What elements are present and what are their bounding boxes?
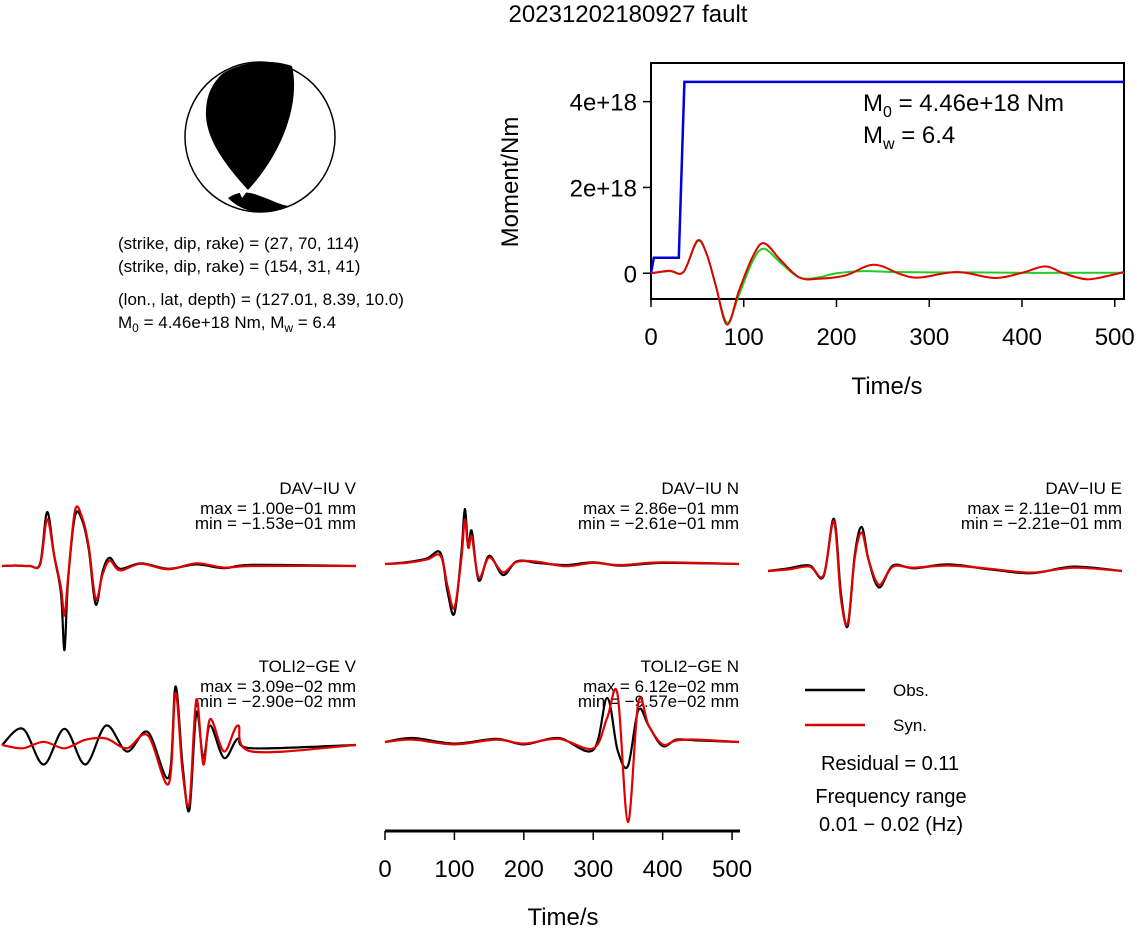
waveform-xtick-label: 200 <box>504 856 544 883</box>
synthetic-waveform <box>384 518 740 610</box>
waveform-time-axis: 0 100 200 300 400 500 Time/s <box>378 829 752 928</box>
waveform-min-label: min = −9.57e−02 mm <box>578 692 739 711</box>
station-label: TOLI2−GE V <box>259 657 357 676</box>
hypocenter-location: (lon., lat, depth) = (127.01, 8.39, 10.0… <box>118 290 404 309</box>
cumulative-moment-line <box>649 80 1124 274</box>
moment-rate-red-line <box>650 239 1125 326</box>
moment-ytick-label: 0 <box>624 261 637 288</box>
legend-syn-label: Syn. <box>893 716 927 735</box>
waveform-min-label: min = −1.53e−01 mm <box>195 514 356 533</box>
waveform-xtick-label: 400 <box>643 856 683 883</box>
moment-xtick-label: 400 <box>1002 324 1042 351</box>
station-label: DAV−IU N <box>661 479 739 498</box>
station-label: DAV−IU E <box>1045 479 1122 498</box>
synthetic-waveform <box>384 688 740 824</box>
moment-rate-chart: 0 100 200 300 400 500 0 2e+18 4e+18 Moment/Nm Ti… <box>497 62 1135 400</box>
waveform-xtick-label: 300 <box>573 856 613 883</box>
nodal-plane-1: (strike, dip, rake) = (27, 70, 114) <box>118 234 359 253</box>
moment-m0-annotation: M0 = 4.46e+18 Nm <box>863 90 1064 121</box>
moment-xlabel: Time/s <box>851 373 922 400</box>
legend-obs-label: Obs. <box>893 681 929 700</box>
waveform-max-label: max = 6.12e−02 mm <box>583 677 739 696</box>
moment-plot-frame <box>650 62 1125 300</box>
moment-xtick-label: 100 <box>724 324 764 351</box>
waveform-min-label: min = −2.90e−02 mm <box>195 692 356 711</box>
mechanism-parameters: (strike, dip, rake) = (27, 70, 114) (str… <box>118 234 404 335</box>
waveform-max-label: max = 1.00e−01 mm <box>200 499 356 518</box>
moment-xtick-label: 300 <box>909 324 949 351</box>
moment-ytick-label: 4e+18 <box>570 90 637 117</box>
synthetic-waveform <box>1 505 357 617</box>
moment-ylabel: Moment/Nm <box>497 117 524 248</box>
moment-xtick-label: 500 <box>1095 324 1135 351</box>
observed-waveform <box>767 517 1123 629</box>
waveform-xtick-label: 0 <box>378 856 391 883</box>
station-label: TOLI2−GE N <box>641 657 739 676</box>
waveform-xtick-label: 100 <box>434 856 474 883</box>
frequency-range-value: 0.01 − 0.02 (Hz) <box>819 814 963 836</box>
waveform-max-label: max = 2.86e−01 mm <box>583 499 739 518</box>
figure-title: 20231202180927 fault <box>509 1 748 28</box>
moment-mw-annotation: Mw = 6.4 <box>863 122 955 153</box>
frequency-range-label: Frequency range <box>815 786 966 808</box>
moment-ytick-label: 2e+18 <box>570 175 637 202</box>
moment-magnitude-line: M0 = 4.46e+18 Nm, Mw = 6.4 <box>118 313 336 335</box>
residual-value: Residual = 0.11 <box>821 753 959 775</box>
moment-xtick-label: 200 <box>816 324 856 351</box>
waveform-min-label: min = −2.21e−01 mm <box>961 514 1122 533</box>
station-label: DAV−IU V <box>279 479 356 498</box>
waveform-xlabel: Time/s <box>527 904 598 928</box>
legend: Obs. Syn. Residual = 0.11 Frequency rang… <box>805 681 967 836</box>
synthetic-waveform <box>1 691 357 808</box>
waveform-xtick-label: 500 <box>712 856 752 883</box>
moment-xtick-label: 0 <box>644 324 657 351</box>
waveform-min-label: min = −2.61e−01 mm <box>578 514 739 533</box>
waveform-max-label: max = 3.09e−02 mm <box>200 677 356 696</box>
synthetic-waveform <box>767 520 1123 626</box>
waveform-max-label: max = 2.11e−01 mm <box>967 499 1122 518</box>
observed-waveform <box>1 685 357 813</box>
nodal-plane-2: (strike, dip, rake) = (154, 31, 41) <box>118 257 360 276</box>
focal-mechanism-beachball <box>184 61 336 213</box>
